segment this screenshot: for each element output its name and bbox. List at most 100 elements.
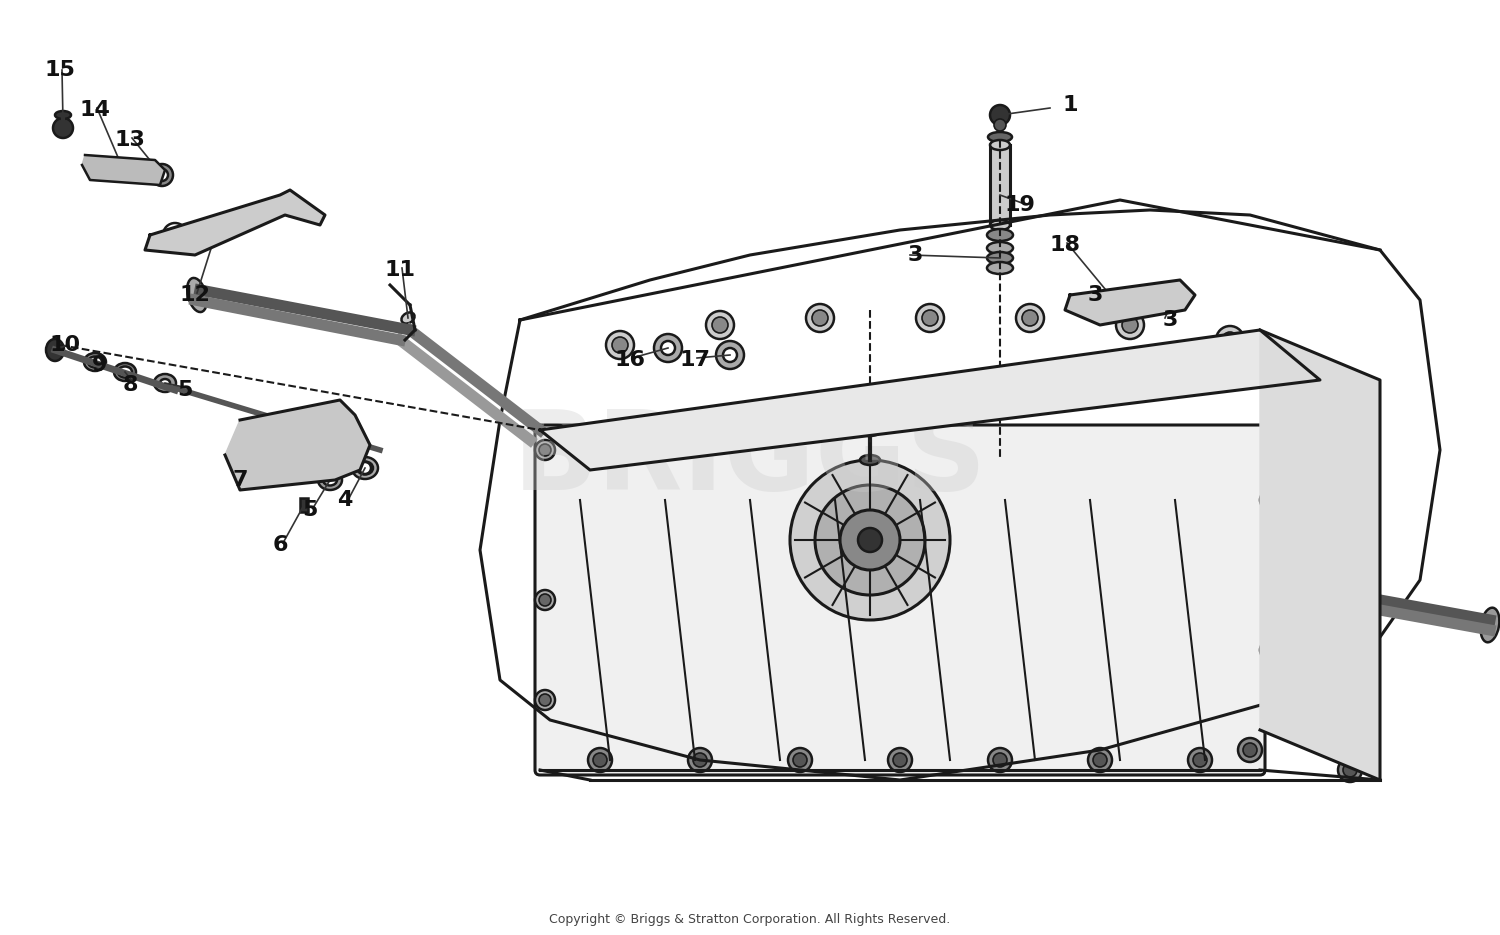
Text: 5: 5 (303, 500, 318, 520)
Circle shape (892, 753, 908, 767)
Circle shape (688, 748, 712, 772)
Circle shape (990, 105, 1010, 125)
Circle shape (706, 311, 734, 339)
Ellipse shape (84, 353, 106, 371)
Circle shape (1192, 753, 1208, 767)
Circle shape (1022, 310, 1038, 326)
Circle shape (812, 310, 828, 326)
Circle shape (1094, 753, 1107, 767)
Polygon shape (480, 200, 1440, 780)
Circle shape (1216, 326, 1243, 354)
Polygon shape (1260, 330, 1380, 780)
Circle shape (1260, 640, 1280, 660)
Ellipse shape (990, 140, 1010, 150)
Text: 16: 16 (615, 350, 645, 370)
Ellipse shape (46, 339, 64, 361)
Circle shape (266, 438, 279, 452)
Text: 4: 4 (338, 490, 352, 510)
Ellipse shape (990, 220, 1010, 230)
Circle shape (840, 510, 900, 570)
Circle shape (1222, 332, 1238, 348)
Circle shape (888, 748, 912, 772)
Circle shape (53, 118, 74, 138)
Ellipse shape (160, 379, 170, 387)
Bar (300, 498, 307, 512)
Ellipse shape (88, 356, 102, 367)
Circle shape (662, 341, 675, 355)
Circle shape (815, 485, 926, 595)
Circle shape (1264, 494, 1276, 506)
Ellipse shape (56, 111, 70, 119)
Text: 7: 7 (232, 470, 248, 490)
Text: Copyright © Briggs & Stratton Corporation. All Rights Reserved.: Copyright © Briggs & Stratton Corporatio… (549, 913, 951, 927)
Circle shape (251, 423, 294, 467)
Ellipse shape (988, 132, 1012, 142)
Circle shape (723, 348, 736, 362)
Ellipse shape (859, 455, 880, 465)
Text: 18: 18 (1050, 235, 1080, 255)
Circle shape (538, 594, 550, 606)
Circle shape (164, 223, 188, 247)
Text: 13: 13 (114, 130, 146, 150)
Circle shape (1264, 644, 1276, 656)
Text: 3: 3 (1088, 285, 1102, 305)
Text: 8: 8 (123, 375, 138, 395)
Ellipse shape (154, 374, 176, 392)
Circle shape (716, 341, 744, 369)
Ellipse shape (118, 367, 132, 378)
Circle shape (858, 528, 882, 552)
Circle shape (612, 337, 628, 353)
Circle shape (993, 753, 1006, 767)
Circle shape (88, 161, 102, 175)
Circle shape (606, 331, 634, 359)
Ellipse shape (152, 164, 172, 186)
Circle shape (322, 417, 338, 433)
Circle shape (693, 753, 706, 767)
Circle shape (654, 334, 682, 362)
Circle shape (712, 317, 728, 333)
Ellipse shape (114, 363, 136, 381)
Ellipse shape (156, 169, 168, 181)
Circle shape (1264, 364, 1276, 376)
Polygon shape (1065, 280, 1196, 325)
Circle shape (358, 462, 370, 474)
Text: BRIGGS: BRIGGS (513, 407, 987, 513)
Polygon shape (146, 190, 326, 255)
Text: 5: 5 (177, 380, 192, 400)
Ellipse shape (357, 462, 374, 474)
Circle shape (316, 411, 344, 439)
Circle shape (1088, 748, 1112, 772)
Text: 17: 17 (680, 350, 711, 370)
Text: 15: 15 (45, 60, 75, 80)
Circle shape (806, 304, 834, 332)
Ellipse shape (188, 278, 207, 312)
Circle shape (794, 753, 807, 767)
Ellipse shape (859, 424, 880, 436)
Text: 3: 3 (1162, 310, 1178, 330)
FancyBboxPatch shape (536, 425, 1264, 775)
Circle shape (282, 200, 298, 216)
Polygon shape (225, 400, 370, 490)
Circle shape (916, 304, 944, 332)
Text: 1: 1 (1062, 95, 1077, 115)
Text: 9: 9 (93, 355, 108, 375)
Circle shape (538, 444, 550, 456)
Text: 12: 12 (180, 285, 210, 305)
Circle shape (1116, 311, 1144, 339)
Polygon shape (540, 330, 1320, 470)
Circle shape (1260, 490, 1280, 510)
Circle shape (1342, 763, 1358, 777)
Text: 10: 10 (50, 335, 81, 355)
Ellipse shape (322, 474, 338, 485)
Circle shape (1074, 296, 1086, 308)
Circle shape (536, 440, 555, 460)
Circle shape (790, 460, 950, 620)
Circle shape (988, 748, 1012, 772)
Circle shape (536, 590, 555, 610)
Text: 6: 6 (273, 535, 288, 555)
Circle shape (922, 310, 938, 326)
Circle shape (1260, 360, 1280, 380)
Ellipse shape (987, 262, 1012, 274)
Text: 11: 11 (384, 260, 416, 280)
Circle shape (592, 753, 608, 767)
